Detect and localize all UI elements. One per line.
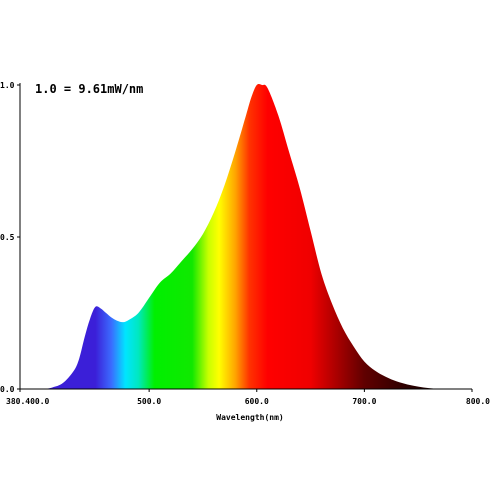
- y-tick-label: 1.0: [0, 81, 15, 90]
- y-ticks: 0.0 0.5 1.0: [0, 81, 20, 394]
- y-tick-label: 0.5: [0, 233, 15, 242]
- x-tick-label: 600.0: [245, 397, 269, 406]
- x-tick-label: 800.0: [466, 397, 490, 406]
- x-tick-label: 380.400.0: [6, 397, 50, 406]
- x-tick-label: 700.0: [352, 397, 376, 406]
- scale-annotation: 1.0 = 9.61mW/nm: [35, 82, 143, 96]
- spectrum-area: [20, 83, 440, 389]
- x-axis-label: Wavelength(nm): [216, 413, 283, 422]
- y-tick-label: 0.0: [0, 385, 15, 394]
- x-tick-label: 500.0: [137, 397, 161, 406]
- x-ticks: 380.400.0 500.0 600.0 700.0 800.0: [6, 389, 490, 406]
